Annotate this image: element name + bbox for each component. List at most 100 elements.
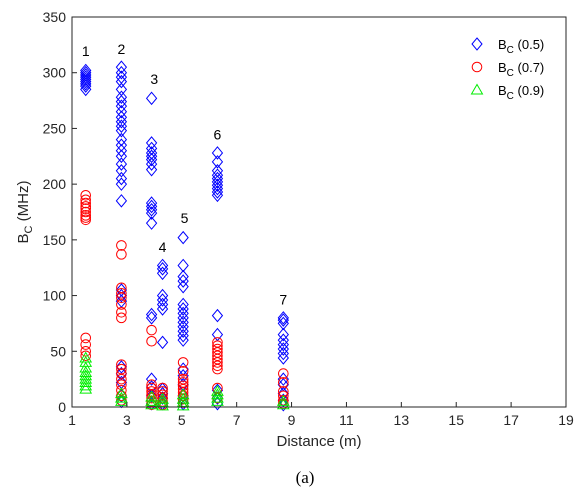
legend-label-suffix: (0.5) (514, 37, 544, 52)
data-point (116, 299, 127, 310)
data-point (276, 394, 290, 406)
legend-label: BC (0.5) (498, 37, 544, 56)
legend-item: BC (0.7) (471, 60, 544, 79)
data-points (79, 60, 290, 412)
data-point (145, 199, 158, 214)
data-point (115, 394, 128, 406)
legend-marker (470, 83, 484, 95)
data-point (115, 104, 128, 119)
group-label: 7 (279, 291, 287, 307)
y-axis-title: BC (MHz) (15, 181, 35, 244)
data-point (115, 99, 128, 113)
data-point (146, 335, 157, 347)
x-tick-label: 15 (448, 412, 464, 428)
data-point (145, 307, 158, 322)
data-point (277, 393, 289, 408)
data-point (177, 302, 189, 316)
data-point (145, 394, 158, 406)
y-tick-label: 50 (50, 343, 66, 359)
legend-label-main: B (498, 60, 507, 75)
data-point (177, 311, 189, 325)
data-point (211, 388, 224, 400)
data-point (115, 94, 128, 109)
data-point (145, 372, 158, 386)
legend-marker (471, 61, 483, 73)
data-point (277, 351, 289, 365)
data-point (156, 293, 169, 307)
data-point (115, 283, 128, 297)
data-point (211, 308, 224, 323)
data-point (212, 357, 223, 368)
legend-marker (471, 37, 483, 51)
data-point (80, 212, 92, 223)
data-point (115, 132, 128, 147)
legend-label-subscript: C (507, 91, 514, 102)
group-labels: 1 2 3 45 6 7 (82, 41, 288, 308)
data-point (80, 189, 92, 201)
data-point (277, 346, 289, 361)
data-point (145, 91, 158, 106)
data-point (115, 110, 128, 125)
data-point (79, 382, 93, 394)
data-point (177, 297, 189, 312)
data-point (176, 388, 190, 400)
data-point (145, 196, 158, 210)
data-point (156, 382, 169, 396)
data-point (115, 138, 128, 152)
data-point (211, 178, 224, 193)
data-point (177, 366, 189, 377)
data-point (156, 392, 169, 404)
legend-label-main: B (498, 37, 507, 52)
legend-label-subscript: C (507, 68, 514, 79)
data-point (177, 324, 189, 339)
series-circle (80, 189, 289, 411)
data-point (115, 119, 128, 133)
data-point (145, 206, 158, 220)
data-point (115, 194, 128, 208)
data-point (211, 394, 224, 406)
data-point (177, 230, 189, 245)
data-point (177, 357, 189, 368)
data-point (277, 313, 289, 327)
data-point (177, 279, 189, 294)
data-point (115, 163, 128, 178)
data-point (115, 360, 128, 374)
y-tick-label: 0 (58, 399, 66, 415)
y-tick-label: 150 (43, 232, 67, 248)
data-point (156, 399, 169, 411)
x-tick-label: 1 (68, 412, 76, 428)
data-point (156, 391, 169, 405)
data-point (156, 262, 169, 276)
data-point (212, 360, 223, 372)
y-axis-title-subscript: C (23, 225, 35, 233)
group-label: 1 (82, 43, 90, 59)
data-point (145, 141, 158, 156)
data-point (116, 359, 127, 370)
data-point (177, 319, 189, 334)
data-point (79, 372, 93, 384)
legend-item: BC (0.9) (470, 83, 544, 102)
data-point (116, 379, 127, 391)
data-point (156, 335, 169, 350)
data-point (145, 157, 158, 171)
data-point (80, 65, 92, 80)
data-point (145, 152, 158, 167)
group-label: 2 (118, 41, 126, 57)
data-point (115, 177, 128, 191)
data-point (116, 292, 127, 304)
data-point (116, 240, 127, 251)
x-tick-label: 17 (503, 412, 519, 428)
data-point (277, 333, 289, 347)
data-point (116, 368, 127, 379)
y-tick-label: 300 (43, 65, 67, 81)
data-point (156, 288, 169, 303)
data-point (177, 369, 189, 383)
data-point (79, 361, 93, 373)
data-point (80, 63, 92, 78)
y-axis-title-unit: (MHz) (15, 181, 32, 226)
data-point (177, 258, 189, 273)
data-point (211, 171, 224, 186)
data-point (146, 324, 157, 336)
data-point (277, 316, 289, 331)
data-point (115, 82, 128, 97)
